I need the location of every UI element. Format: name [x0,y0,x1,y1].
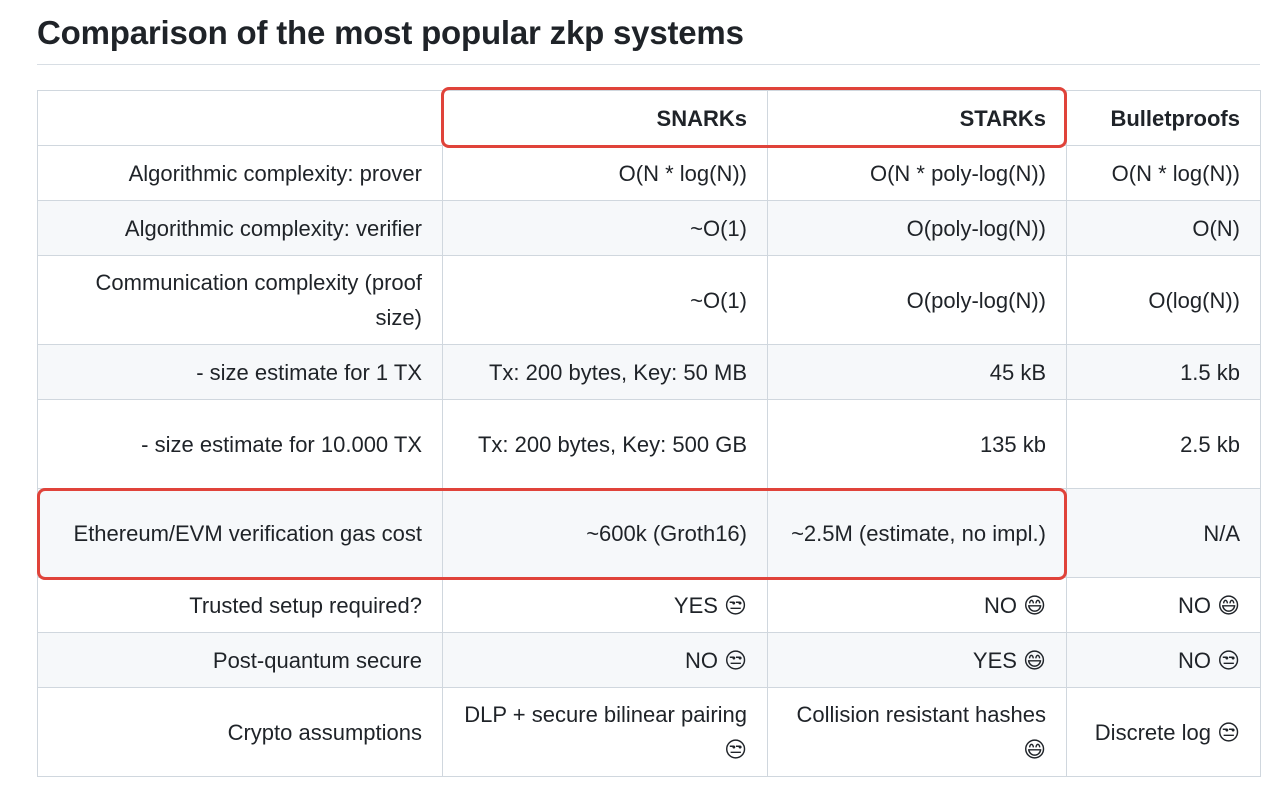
cell-starks: O(N * poly-log(N)) [767,145,1067,201]
title-divider [37,64,1260,65]
table-row: Ethereum/EVM verification gas cost ~600k… [37,488,1261,578]
page-title: Comparison of the most popular zkp syste… [37,14,744,51]
cell-bulletproofs: O(log(N)) [1066,255,1261,345]
cell-starks: O(poly-log(N)) [767,255,1067,345]
cell-bulletproofs: O(N * log(N)) [1066,145,1261,201]
row-label: Post-quantum secure [37,632,443,688]
header-cell-starks: STARKs [767,90,1067,146]
cell-starks: YES 😄 [767,632,1067,688]
row-label: Crypto assumptions [37,687,443,777]
cell-snarks: O(N * log(N)) [442,145,768,201]
cell-snarks: Tx: 200 bytes, Key: 500 GB [442,399,768,489]
cell-snarks: YES 😒 [442,577,768,633]
cell-snarks: ~O(1) [442,200,768,256]
cell-snarks: NO 😒 [442,632,768,688]
row-label: Ethereum/EVM verification gas cost [37,488,443,578]
table-row: - size estimate for 10.000 TX Tx: 200 by… [37,399,1261,489]
row-label: - size estimate for 1 TX [37,344,443,400]
cell-bulletproofs: NO 😄 [1066,577,1261,633]
cell-starks: NO 😄 [767,577,1067,633]
row-label: - size estimate for 10.000 TX [37,399,443,489]
row-label: Communication complexity (proof size) [37,255,443,345]
row-label: Algorithmic complexity: prover [37,145,443,201]
header-row: SNARKs STARKs Bulletproofs [37,90,1261,146]
cell-snarks: ~600k (Groth16) [442,488,768,578]
table-row: Algorithmic complexity: verifier ~O(1) O… [37,200,1261,256]
cell-snarks: DLP + secure bilinear pairing 😒 [442,687,768,777]
cell-bulletproofs: Discrete log 😒 [1066,687,1261,777]
cell-bulletproofs: N/A [1066,488,1261,578]
table-row: Post-quantum secure NO 😒 YES 😄 NO 😒 [37,632,1261,688]
table-row: Trusted setup required? YES 😒 NO 😄 NO 😄 [37,577,1261,633]
header-cell-empty [37,90,443,146]
cell-bulletproofs: 1.5 kb [1066,344,1261,400]
cell-snarks: Tx: 200 bytes, Key: 50 MB [442,344,768,400]
table-row: Crypto assumptions DLP + secure bilinear… [37,687,1261,777]
row-label: Trusted setup required? [37,577,443,633]
comparison-table: SNARKs STARKs Bulletproofs Algorithmic c… [37,90,1261,777]
cell-bulletproofs: O(N) [1066,200,1261,256]
cell-snarks: ~O(1) [442,255,768,345]
cell-starks: Collision resistant hashes 😄 [767,687,1067,777]
cell-starks: ~2.5M (estimate, no impl.) [767,488,1067,578]
cell-bulletproofs: 2.5 kb [1066,399,1261,489]
header-cell-snarks: SNARKs [442,90,768,146]
cell-starks: O(poly-log(N)) [767,200,1067,256]
cell-bulletproofs: NO 😒 [1066,632,1261,688]
table-row: Communication complexity (proof size) ~O… [37,255,1261,345]
cell-starks: 45 kB [767,344,1067,400]
table-row: Algorithmic complexity: prover O(N * log… [37,145,1261,201]
table-row: - size estimate for 1 TX Tx: 200 bytes, … [37,344,1261,400]
header-cell-bulletproofs: Bulletproofs [1066,90,1261,146]
cell-starks: 135 kb [767,399,1067,489]
row-label: Algorithmic complexity: verifier [37,200,443,256]
